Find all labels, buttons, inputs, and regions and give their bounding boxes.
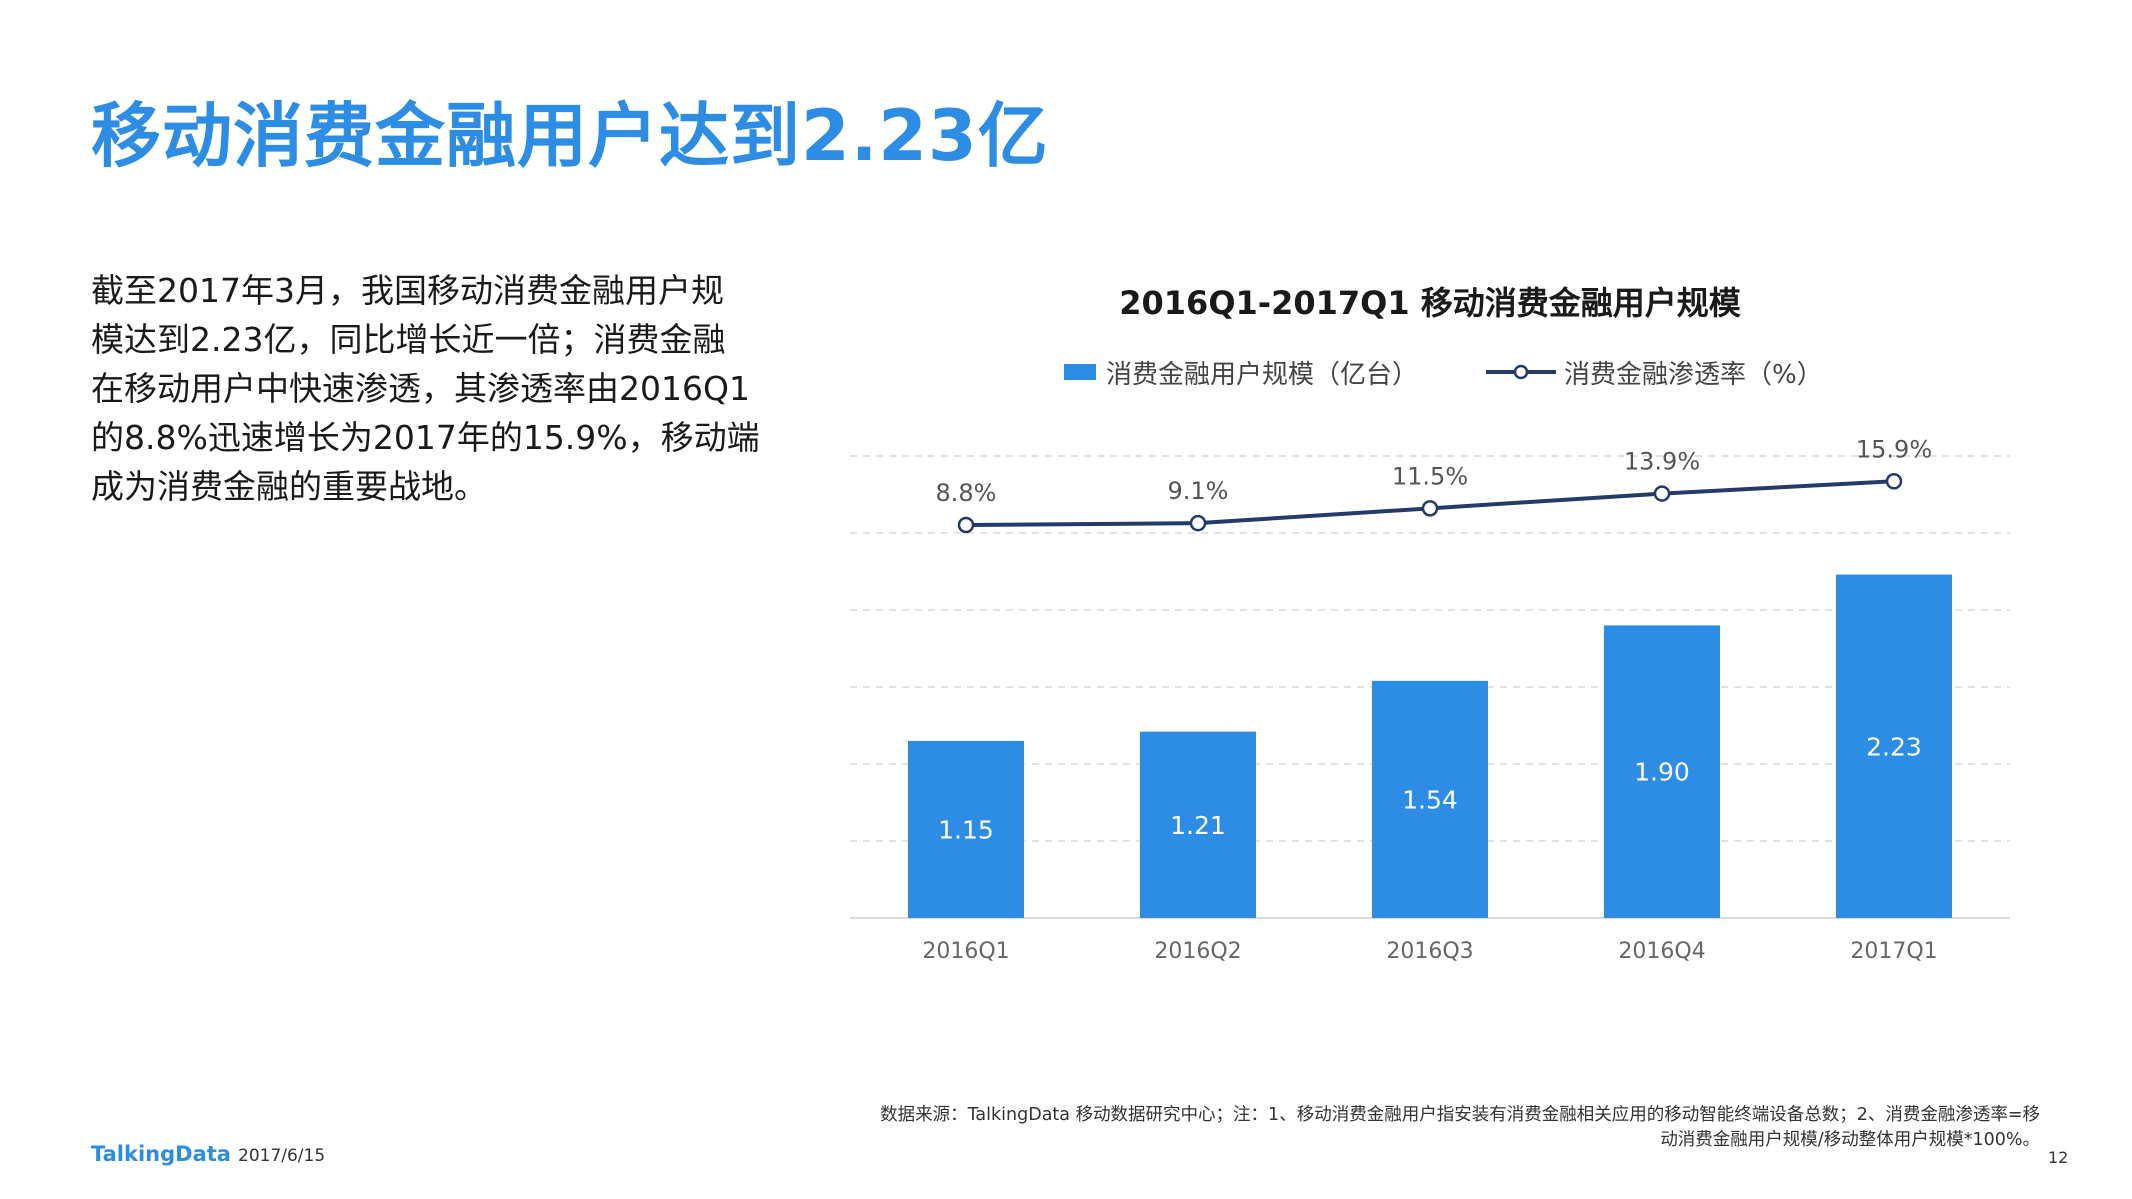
legend-item-penetration: 消费金融渗透率（%） bbox=[1486, 354, 1823, 391]
penetration-point bbox=[1421, 500, 1439, 517]
footer-date: 2017/6/15 bbox=[238, 1146, 326, 1166]
penetration-point bbox=[957, 516, 975, 534]
bar-2016Q4 bbox=[1604, 625, 1720, 918]
footnote: 数据来源：TalkingData 移动数据研究中心；注：1、移动消费金融用户指安… bbox=[720, 1103, 2040, 1153]
chart-title: 2016Q1-2017Q1 移动消费金融用户规模 bbox=[1119, 284, 1741, 322]
penetration-point bbox=[1189, 514, 1207, 532]
x-tick-label: 2016Q3 bbox=[1386, 939, 1473, 964]
talkingdata-logo: TalkingData bbox=[91, 1142, 231, 1166]
bar-2016Q2 bbox=[1140, 731, 1256, 918]
bar-2016Q3 bbox=[1372, 680, 1488, 918]
summary-line: 模达到2.23亿，同比增长近一倍；消费金融 bbox=[91, 320, 726, 359]
x-tick-label: 2016Q4 bbox=[1618, 939, 1705, 964]
footnote-line: 动消费金融用户规模/移动整体用户规模*100%。 bbox=[1660, 1130, 2040, 1150]
bar-2016Q1 bbox=[908, 740, 1024, 918]
penetration-point bbox=[1653, 485, 1671, 502]
penetration-value-label: 11.5% bbox=[1392, 462, 1468, 490]
legend-item-users: 消费金融用户规模（亿台） bbox=[1064, 354, 1418, 391]
summary-line: 截至2017年3月，我国移动消费金融用户规 bbox=[91, 271, 724, 310]
summary-line: 在移动用户中快速渗透，其渗透率由2016Q1 bbox=[91, 369, 750, 408]
penetration-value-label: 8.8% bbox=[936, 479, 997, 507]
x-tick-label: 2016Q1 bbox=[922, 939, 1009, 964]
bar-2017Q1 bbox=[1836, 574, 1952, 918]
summary-line: 的8.8%迅速增长为2017年的15.9%，移动端 bbox=[91, 418, 760, 457]
penetration-value-label: 13.9% bbox=[1624, 448, 1700, 476]
penetration-value-label: 9.1% bbox=[1168, 477, 1229, 505]
summary-text: 截至2017年3月，我国移动消费金融用户规 模达到2.23亿，同比增长近一倍；消… bbox=[91, 266, 760, 511]
bar-value-label: 1.90 bbox=[1634, 758, 1690, 787]
summary-line: 成为消费金融的重要战地。 bbox=[91, 467, 487, 506]
page-title: 移动消费金融用户达到2.23亿 bbox=[91, 95, 1049, 177]
chart-legend: 消费金融用户规模（亿台） 消费金融渗透率（%） bbox=[1064, 354, 1823, 391]
bar-value-label: 1.54 bbox=[1402, 785, 1458, 814]
legend-label-users: 消费金融用户规模（亿台） bbox=[1106, 359, 1419, 390]
bar-value-label: 2.23 bbox=[1866, 732, 1922, 761]
bar-value-label: 1.21 bbox=[1170, 811, 1226, 840]
legend-label-penetration: 消费金融渗透率（%） bbox=[1564, 359, 1823, 390]
x-tick-label: 2016Q2 bbox=[1154, 939, 1241, 964]
legend-bar-swatch bbox=[1064, 364, 1096, 380]
footnote-line: 数据来源：TalkingData 移动数据研究中心；注：1、移动消费金融用户指安… bbox=[880, 1105, 2040, 1125]
bar-line-chart: 1.15 1.21 1.54 1.90 2.23 2016Q1 2016Q2 2016Q3 20… bbox=[850, 435, 2010, 964]
bar-value-label: 1.15 bbox=[938, 815, 994, 844]
penetration-point bbox=[1885, 473, 1903, 490]
legend-line-swatch bbox=[1486, 364, 1557, 380]
x-tick-label: 2017Q1 bbox=[1850, 939, 1937, 964]
page-number: 12 bbox=[2048, 1148, 2069, 1167]
penetration-value-label: 15.9% bbox=[1856, 435, 1932, 463]
